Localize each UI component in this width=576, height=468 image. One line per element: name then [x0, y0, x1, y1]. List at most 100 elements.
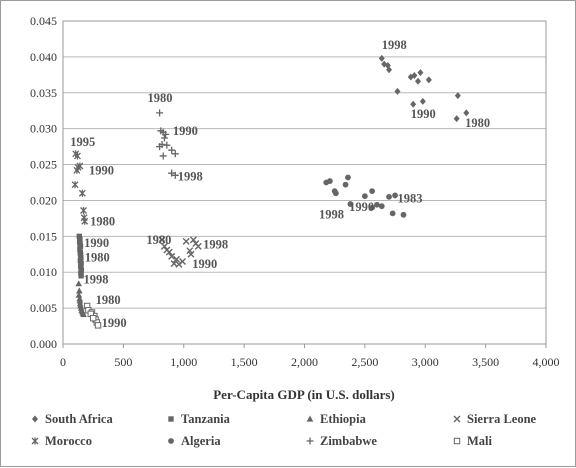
y-tick-label: 0.040: [30, 50, 57, 64]
point-algeria: [389, 210, 396, 217]
point-south-africa: [386, 66, 393, 74]
point-tanzania: [78, 255, 84, 261]
annotations: 1998199019801980199019981995199019801990…: [70, 38, 490, 330]
point-tanzania: [77, 258, 84, 264]
year-annotation: 1990: [89, 164, 114, 178]
legend-label-tanzania: Tanzania: [181, 412, 231, 426]
point-south-africa: [410, 100, 417, 108]
data-points: [71, 54, 470, 329]
legend-marker-algeria: [168, 438, 174, 444]
legend-marker-zimbabwe: [306, 437, 314, 445]
point-algeria: [347, 201, 354, 207]
point-ethiopia: [80, 311, 87, 318]
point-south-africa: [417, 69, 424, 77]
year-annotation: 1995: [70, 135, 95, 149]
x-tick-label: 3,500: [472, 355, 499, 369]
point-tanzania: [77, 236, 83, 242]
legend-marker-sierra-leone: [453, 415, 461, 423]
point-algeria: [378, 203, 385, 210]
point-south-africa: [378, 54, 385, 62]
gridlines: [63, 56, 546, 309]
year-annotation: 1998: [319, 207, 344, 221]
point-tanzania: [78, 273, 84, 279]
year-annotation: 1980: [148, 91, 173, 105]
point-algeria: [332, 190, 339, 197]
point-algeria: [342, 181, 349, 188]
y-tick-label: 0.025: [30, 158, 57, 172]
point-ethiopia: [75, 291, 83, 298]
point-morocco: [76, 162, 84, 170]
x-tick-label: 4,000: [533, 355, 560, 369]
point-sierra-leone: [158, 236, 166, 244]
point-zimbabwe: [168, 146, 176, 154]
y-tick-label: 0.035: [30, 86, 57, 100]
year-annotation: 1998: [203, 238, 228, 252]
year-annotation: 1990: [173, 124, 198, 138]
point-sierra-leone: [182, 237, 190, 245]
point-south-africa: [411, 72, 418, 80]
x-tick-label: 1,000: [170, 355, 197, 369]
point-mali: [89, 314, 97, 322]
year-annotation: 1998: [84, 273, 109, 287]
point-morocco: [74, 152, 81, 160]
point-morocco: [81, 217, 89, 225]
x-tick-label: 500: [114, 355, 132, 369]
year-annotation: 1980: [96, 293, 121, 307]
legend-marker-south-africa: [32, 415, 38, 423]
point-south-africa: [394, 87, 401, 95]
legend-label-morocco: Morocco: [45, 434, 92, 448]
point-sierra-leone: [175, 260, 183, 268]
x-tick-label: 2,000: [291, 355, 318, 369]
legend-marker-ethiopia: [306, 415, 314, 422]
point-tanzania: [78, 270, 84, 276]
y-tick-label: 0.010: [30, 265, 57, 279]
point-morocco: [80, 206, 87, 214]
point-sierra-leone: [165, 248, 173, 256]
legend-label-zimbabwe: Zimbabwe: [320, 434, 377, 448]
year-annotation: 1980: [465, 116, 490, 130]
year-annotation: 1998: [382, 38, 407, 52]
point-algeria: [400, 211, 407, 218]
point-morocco: [71, 181, 79, 189]
year-annotation: 1990: [192, 257, 217, 271]
point-ethiopia: [76, 297, 84, 304]
point-south-africa: [419, 97, 426, 105]
point-ethiopia: [76, 287, 83, 294]
year-annotation: 1998: [178, 169, 203, 183]
point-tanzania: [77, 246, 83, 252]
legend-marker-tanzania: [168, 416, 174, 422]
year-annotation: 1990: [411, 107, 436, 121]
point-south-africa: [454, 92, 461, 100]
point-zimbabwe: [162, 130, 170, 138]
point-tanzania: [77, 252, 84, 258]
x-tick-label: 2,500: [351, 355, 378, 369]
point-tanzania: [78, 263, 84, 270]
year-annotation: 1980: [85, 250, 110, 264]
point-tanzania: [77, 243, 84, 250]
point-south-africa: [425, 76, 432, 84]
y-tick-label: 0.005: [30, 301, 57, 315]
year-annotation: 1990: [84, 236, 109, 250]
point-south-africa: [463, 109, 470, 117]
point-sierra-leone: [168, 252, 176, 260]
legend-label-mali: Mali: [467, 434, 493, 448]
legend-label-sierra-leone: Sierra Leone: [467, 412, 537, 426]
point-sierra-leone: [194, 242, 202, 250]
point-morocco: [73, 166, 81, 174]
point-tanzania: [76, 233, 83, 240]
y-tick-label: 0.030: [30, 122, 57, 136]
point-zimbabwe: [171, 150, 179, 158]
point-tanzania: [78, 267, 85, 273]
x-tick-label: 3,000: [412, 355, 439, 369]
year-annotation: 1990: [102, 316, 127, 330]
point-zimbabwe: [163, 141, 171, 149]
year-annotation: 1990: [349, 200, 374, 214]
y-tick-label: 0.000: [30, 337, 57, 351]
point-algeria: [361, 193, 368, 200]
x-tick-label: 0: [60, 355, 66, 369]
legend-marker-mali: [453, 437, 461, 445]
legend-label-ethiopia: Ethiopia: [320, 412, 367, 426]
y-tick-label: 0.015: [30, 229, 57, 243]
